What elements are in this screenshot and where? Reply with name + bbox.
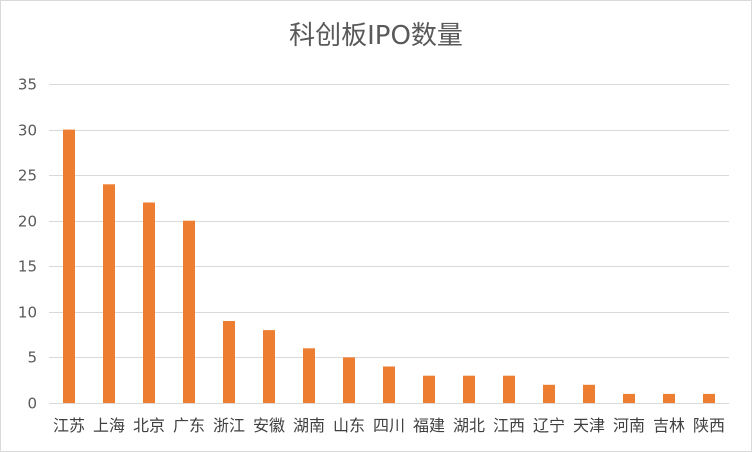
bar-9 <box>423 375 435 403</box>
bar-11 <box>503 375 515 403</box>
y-tick-label: 30 <box>18 122 37 140</box>
x-category-label: 湖北 <box>453 416 485 435</box>
y-tick-label: 5 <box>27 349 37 367</box>
y-tick-label: 15 <box>18 258 37 276</box>
bar-3 <box>183 220 195 403</box>
x-category-label: 江西 <box>493 416 525 435</box>
x-category-label: 湖南 <box>293 416 325 435</box>
y-tick-label: 20 <box>18 213 37 231</box>
x-category-label: 河南 <box>613 416 645 435</box>
bar-6 <box>303 348 315 403</box>
bars <box>63 129 715 403</box>
x-axis-labels: 江苏 上海 北京 广东 浙江 安徽 湖南 山东 四川 福建 湖北 江西 辽宁 天津 河南 吉林 陕西 <box>53 416 725 435</box>
bar-0 <box>63 129 75 403</box>
bar-4 <box>223 321 235 403</box>
bar-16 <box>703 393 715 403</box>
x-category-label: 福建 <box>413 416 445 435</box>
x-category-label: 上海 <box>93 416 125 435</box>
x-category-label: 陕西 <box>693 416 725 435</box>
bar-10 <box>463 375 475 403</box>
y-tick-label: 10 <box>18 304 37 322</box>
y-tick-label: 35 <box>18 76 37 94</box>
bar-14 <box>623 393 635 403</box>
x-category-label: 天津 <box>573 416 605 435</box>
x-category-label: 北京 <box>133 416 165 435</box>
x-category-label: 浙江 <box>213 416 245 435</box>
x-category-label: 江苏 <box>53 416 85 435</box>
x-category-label: 四川 <box>373 416 405 435</box>
y-tick-label: 0 <box>27 395 37 413</box>
x-category-label: 吉林 <box>653 416 685 435</box>
grid-lines <box>49 84 729 404</box>
y-tick-label: 25 <box>18 167 37 185</box>
bar-13 <box>583 384 595 403</box>
bar-7 <box>343 357 355 403</box>
chart-title: 科创板IPO数量 <box>289 21 463 51</box>
bar-8 <box>383 366 395 403</box>
x-category-label: 山东 <box>333 416 365 435</box>
bar-15 <box>663 393 675 403</box>
bar-12 <box>543 384 555 403</box>
y-axis-ticks: 0 5 10 15 20 25 30 35 <box>18 76 37 413</box>
bar-5 <box>263 330 275 403</box>
bar-2 <box>143 202 155 403</box>
x-category-label: 安徽 <box>253 416 285 435</box>
x-category-label: 广东 <box>173 416 205 435</box>
x-category-label: 辽宁 <box>533 416 565 435</box>
bar-1 <box>103 184 115 403</box>
